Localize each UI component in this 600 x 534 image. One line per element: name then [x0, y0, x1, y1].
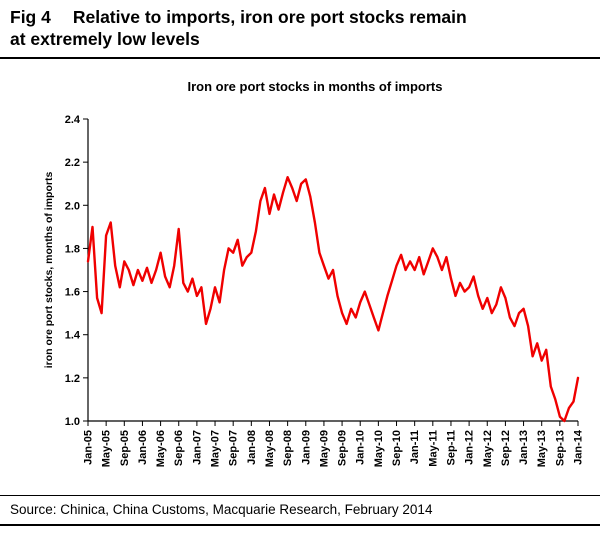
source-text: Source: Chinica, China Customs, Macquari… [10, 501, 433, 517]
x-tick-label: Jan-14 [573, 429, 585, 465]
x-tick-label: Jan-07 [191, 430, 203, 465]
x-tick-label: Jan-10 [355, 430, 367, 465]
x-tick-label: Sep-05 [119, 430, 131, 466]
x-axis-ticks: Jan-05 May-05 Sep-05 Jan-06 May-06 Sep-06 Jan-… [83, 420, 585, 467]
x-tick-label: Jan-11 [409, 430, 421, 464]
y-tick-label: 2.2 [65, 157, 80, 169]
y-tick-label: 1.6 [65, 286, 80, 298]
x-tick-label: May-08 [264, 430, 276, 467]
x-tick-label: Sep-07 [228, 430, 240, 466]
figure-title: Fig 4 Relative to imports, iron ore port … [10, 7, 590, 29]
x-tick-label: May-06 [155, 430, 167, 467]
x-tick-label: Jan-05 [83, 430, 95, 465]
chart-svg: Iron ore port stocks in months of import… [43, 79, 585, 467]
source-footer: Source: Chinica, China Customs, Macquari… [0, 494, 600, 526]
y-tick-label: 2.0 [65, 200, 80, 212]
x-tick-label: Jan-06 [137, 430, 149, 465]
x-tick-label: May-12 [482, 430, 494, 467]
figure-title-line2: at extremely low levels [10, 28, 200, 49]
figure-title-line1: Relative to imports, iron ore port stock… [72, 7, 467, 27]
y-tick-label: 1.0 [65, 416, 80, 428]
x-tick-label: May-05 [101, 430, 113, 467]
figure-number: Fig 4 [10, 7, 51, 27]
axis-lines [87, 118, 578, 422]
x-tick-label: May-09 [318, 430, 330, 467]
chart-area: Iron ore port stocks in months of import… [0, 59, 600, 495]
x-tick-label: Sep-10 [391, 430, 403, 466]
y-tick-label: 1.8 [65, 243, 80, 255]
x-tick-label: Jan-08 [246, 430, 258, 465]
figure-header: Fig 4 Relative to imports, iron ore port … [0, 0, 600, 59]
x-tick-label: Jan-12 [464, 430, 476, 465]
x-tick-label: Sep-12 [500, 430, 512, 466]
x-tick-label: Sep-06 [173, 430, 185, 466]
x-tick-label: Jan-09 [300, 430, 312, 465]
x-tick-label: May-13 [536, 430, 548, 467]
x-tick-label: Sep-08 [282, 430, 294, 466]
y-tick-label: 2.4 [65, 114, 81, 126]
y-axis-ticks: 1.0 1.2 1.4 1.6 1.8 2.0 2.2 2.4 [65, 114, 88, 428]
x-tick-label: Sep-09 [337, 430, 349, 466]
y-tick-label: 1.4 [65, 329, 81, 341]
y-tick-label: 1.2 [65, 373, 80, 385]
y-axis-title: iron ore port stocks, months of imports [43, 171, 55, 368]
chart-title: Iron ore port stocks in months of import… [188, 79, 443, 94]
x-tick-label: Sep-13 [554, 430, 566, 466]
x-tick-label: May-11 [427, 430, 439, 467]
x-tick-label: Jan-13 [518, 430, 530, 465]
x-tick-label: May-10 [373, 430, 385, 467]
x-tick-label: Sep-11 [445, 430, 457, 465]
data-line [86, 175, 580, 422]
x-tick-label: May-07 [210, 430, 222, 467]
